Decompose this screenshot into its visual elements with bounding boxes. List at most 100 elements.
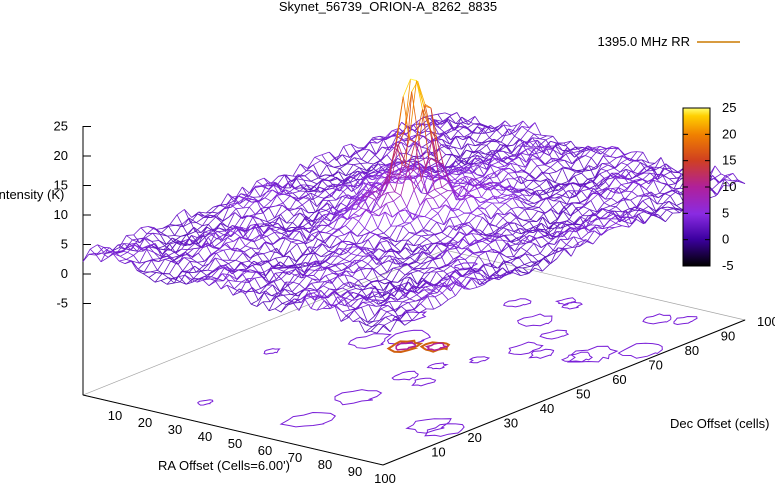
contour-path [516, 313, 553, 327]
surface-segment [297, 195, 306, 202]
surface-segment [388, 181, 396, 193]
surface-wireframe [82, 78, 746, 334]
surface-segment [406, 243, 413, 253]
surface-segment [577, 204, 586, 212]
surface-segment [342, 180, 350, 184]
surface-segment [361, 171, 369, 176]
surface-segment [265, 284, 273, 292]
surface-segment [242, 198, 251, 209]
surface-segment [420, 261, 427, 265]
surface-segment [282, 250, 291, 258]
surface-segment [260, 283, 269, 289]
surface-segment [284, 288, 291, 295]
surface-segment [260, 235, 268, 239]
surface-segment [444, 282, 451, 292]
surface-segment [306, 252, 315, 267]
surface-segment [355, 198, 364, 210]
surface-segment [120, 255, 127, 260]
surface-segment [214, 273, 223, 281]
surface-segment [280, 278, 288, 287]
surface-segment [277, 288, 285, 294]
surface-segment [618, 187, 626, 192]
surface-segment [152, 258, 161, 260]
surface-segment [385, 267, 394, 280]
contour-path [419, 341, 451, 353]
surface-segment [542, 216, 550, 230]
surface-segment [334, 196, 343, 209]
surface-segment [413, 179, 422, 191]
surface-segment [481, 137, 490, 144]
surface-segment [387, 142, 396, 148]
surface-segment [259, 284, 268, 295]
surface-segment [145, 259, 153, 263]
surface-segment [610, 156, 617, 159]
surface-segment [176, 261, 184, 272]
surface-segment [625, 210, 632, 224]
surface-segment [181, 248, 188, 251]
surface-segment [480, 158, 487, 170]
surface-segment [273, 278, 282, 282]
surface-segment [445, 164, 454, 169]
surface-segment [314, 156, 321, 162]
surface-segment [545, 160, 553, 165]
surface-segment [617, 214, 624, 218]
surface-segment [655, 203, 664, 212]
surface-segment [140, 226, 149, 229]
surface-segment [463, 132, 472, 138]
surface-segment [336, 259, 345, 265]
surface-segment [202, 278, 211, 281]
surface-segment [276, 248, 285, 257]
surface-segment [514, 222, 523, 227]
surface-segment [386, 309, 395, 313]
surface-segment [499, 159, 508, 165]
surface-segment [658, 193, 666, 199]
surface-segment [510, 163, 517, 173]
surface-segment [402, 225, 410, 233]
surface-segment [475, 141, 483, 144]
surface-segment [432, 167, 439, 176]
surface-segment [308, 269, 315, 271]
legend-label: 1395.0 MHz RR [598, 34, 690, 49]
surface-segment [632, 162, 641, 173]
surface-segment [482, 185, 489, 188]
surface-segment [421, 192, 428, 195]
surface-segment [394, 164, 403, 193]
surface-segment [413, 183, 422, 194]
surface-segment [246, 260, 254, 270]
contour-path [395, 341, 416, 351]
surface-segment [242, 252, 251, 259]
surface-segment [220, 279, 229, 290]
surface-segment [346, 270, 354, 274]
surface-segment [620, 184, 628, 189]
surface-segment [521, 197, 529, 202]
surface-segment [207, 236, 215, 248]
surface-segment [647, 162, 656, 167]
surface-segment [276, 195, 284, 204]
surface-segment [417, 81, 426, 105]
surface-segment [198, 231, 205, 244]
surface-segment [533, 148, 540, 159]
surface-segment [339, 163, 348, 169]
surface-segment [397, 247, 406, 255]
surface-segment [333, 202, 342, 216]
surface-segment [358, 220, 365, 229]
surface-segment [374, 146, 383, 156]
surface-segment [509, 185, 517, 190]
surface-segment [609, 157, 617, 164]
surface-segment [248, 271, 257, 283]
surface-segment [304, 175, 312, 182]
surface-segment [467, 239, 476, 249]
surface-segment [388, 141, 397, 182]
surface-segment [440, 194, 447, 200]
surface-segment [428, 157, 435, 190]
surface-segment [124, 260, 133, 264]
surface-segment [414, 234, 422, 237]
surface-segment [217, 244, 226, 251]
surface-segment [324, 189, 332, 197]
surface-segment [182, 238, 190, 242]
surface-segment [277, 292, 284, 296]
surface-segment [631, 191, 639, 197]
surface-segment [378, 323, 385, 326]
surface-segment [410, 134, 419, 140]
surface-segment [569, 168, 577, 172]
